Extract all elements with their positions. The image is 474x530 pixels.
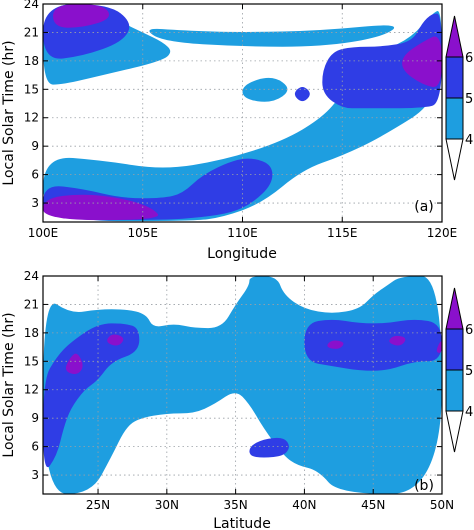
x-tick-label: 25N — [86, 498, 110, 512]
contour-region-level-6 — [389, 335, 406, 346]
contour-region-level-6 — [402, 36, 442, 88]
colorbar-segment-4 — [445, 369, 464, 412]
contour-region-level-4 — [43, 10, 442, 222]
y-tick-label: 18 — [24, 54, 39, 68]
contour-region-level-4 — [149, 25, 395, 47]
panel-a: 100E 105E 110E 115E 120E 3 6 9 12 15 18 21 24 (a) L… — [1, 0, 457, 262]
plot-frame-b — [42, 275, 443, 495]
contour-region-level-6 — [65, 353, 83, 374]
colorbar-label: 6 — [465, 323, 473, 338]
colorbar-label: 5 — [465, 364, 473, 379]
contour-region-level-6 — [436, 341, 442, 353]
x-axis-label-b: Latitude — [213, 516, 271, 530]
colorbar-segment-4 — [445, 97, 464, 140]
contour-region-level-6 — [53, 4, 110, 28]
contour-region-level-5 — [249, 437, 289, 458]
y-axis-label-b: Local Solar Time (hr) — [1, 312, 17, 457]
colorbar-a: 4 5 6 — [445, 15, 473, 181]
y-tick-label: 18 — [24, 326, 39, 340]
colorbar-b: 4 5 6 — [445, 287, 473, 453]
colorbar-segment-below — [445, 138, 464, 181]
y-tick-label: 12 — [24, 111, 39, 125]
colorbar-segment-6 — [445, 15, 464, 58]
y-tick-label: 24 — [24, 0, 39, 11]
x-tick-label: 115E — [327, 226, 358, 240]
contour-region-level-6 — [43, 194, 159, 221]
colorbar-label: 4 — [465, 405, 473, 420]
colorbar-segment-below — [445, 410, 464, 453]
colorbar-segment-5 — [445, 56, 464, 99]
contour-region-level-6 — [107, 334, 124, 346]
contour-region-level-4 — [242, 77, 288, 102]
panel-b: 25N 30N 35N 40N 45N 50N 3 6 9 12 15 18 21 24 (b) Lat… — [1, 269, 454, 530]
panel-label-b: (b) — [414, 478, 434, 494]
y-tick-label: 12 — [24, 383, 39, 397]
y-tick-label: 3 — [31, 196, 39, 210]
y-tick-label: 3 — [31, 468, 39, 482]
x-tick-label: 50N — [430, 498, 454, 512]
y-tick-label: 6 — [31, 440, 39, 454]
y-tick-label: 6 — [31, 168, 39, 182]
panel-label-a: (a) — [414, 199, 434, 215]
colorbar-label: 5 — [465, 92, 473, 107]
x-tick-label: 105E — [128, 226, 159, 240]
colorbar-segment-5 — [445, 328, 464, 371]
contour-region-level-5 — [294, 86, 310, 102]
y-tick-label: 9 — [31, 411, 39, 425]
x-tick-label: 30N — [155, 498, 179, 512]
x-tick-label: 35N — [223, 498, 247, 512]
colorbar-label: 4 — [465, 133, 473, 148]
x-tick-label: 120E — [427, 226, 458, 240]
contour-region-level-5 — [322, 13, 442, 109]
contour-region-level-6 — [327, 340, 344, 349]
x-tick-label: 40N — [292, 498, 316, 512]
contour-region-level-5 — [43, 323, 140, 468]
x-tick-label: 45N — [361, 498, 385, 512]
x-tick-label: 100E — [28, 226, 59, 240]
x-tick-label: 110E — [227, 226, 258, 240]
y-tick-label: 15 — [24, 354, 39, 368]
y-tick-label: 15 — [24, 82, 39, 96]
y-tick-label: 21 — [24, 297, 39, 311]
y-tick-label: 21 — [24, 25, 39, 39]
y-tick-label: 24 — [24, 269, 39, 283]
y-axis-label-a: Local Solar Time (hr) — [1, 40, 17, 185]
y-tick-label: 9 — [31, 139, 39, 153]
x-axis-label-a: Longitude — [207, 246, 277, 262]
colorbar-segment-6 — [445, 287, 464, 330]
colorbar-label: 6 — [465, 51, 473, 66]
